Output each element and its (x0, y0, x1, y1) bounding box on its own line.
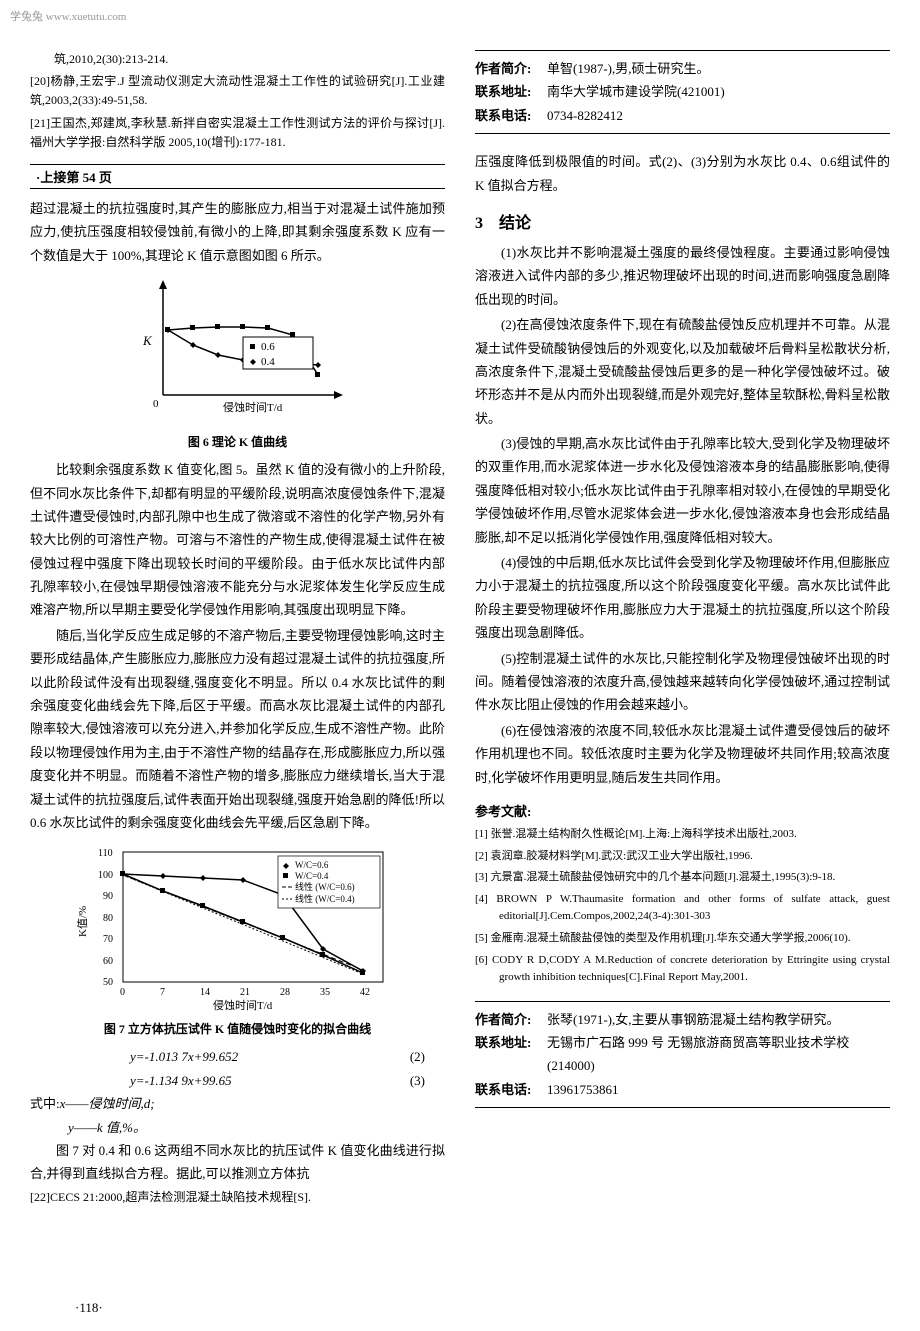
author-info-box-2: 作者简介: 张琴(1971-),女,主要从事钢筋混凝土结构教学研究。 联系地址:… (475, 1001, 890, 1109)
svg-text:0.6: 0.6 (261, 341, 275, 353)
author-info-box-1: 作者简介: 单智(1987-),男,硕士研究生。 联系地址: 南华大学城市建设学… (475, 50, 890, 134)
author-addr-label: 联系地址: (475, 80, 547, 103)
paragraph: 比较剩余强度系数 K 值变化,图 5。虽然 K 值的没有微小的上升阶段,但不同水… (30, 458, 445, 622)
svg-text:W/C=0.6: W/C=0.6 (295, 860, 329, 870)
chart-7-caption: 图 7 立方体抗压试件 K 值随侵蚀时变化的拟合曲线 (30, 1020, 445, 1037)
page-number: ·118· (75, 1300, 103, 1316)
section-3-heading: 3 结论 (475, 209, 890, 233)
svg-text:110: 110 (98, 848, 113, 859)
var-prefix: 式中: (30, 1096, 60, 1111)
conclusion-2: (2)在高侵蚀浓度条件下,现在有硫酸盐侵蚀反应机理并不可靠。从混凝土试件受硫酸钠… (475, 313, 890, 430)
ref-text: CECS 21:2000,超声法检测混凝土缺陷技术规程[S]. (50, 1190, 311, 1204)
conclusion-3: (3)侵蚀的早期,高水灰比试件由于孔隙率比较大,受到化学及物理破坏的双重作用,而… (475, 432, 890, 549)
equation-text: y=-1.013 7x+99.652 (130, 1045, 238, 1068)
chart-6-caption: 图 6 理论 K 值曲线 (30, 433, 445, 450)
svg-text:42: 42 (360, 987, 370, 998)
conclusion-4: (4)侵蚀的中后期,低水灰比试件会受到化学及物理破坏作用,但膨胀应力小于混凝土的… (475, 551, 890, 645)
author-phone-label: 联系电话: (475, 104, 547, 127)
svg-text:K值/%: K值/% (76, 906, 89, 937)
author-phone-value: 0734-8282412 (547, 104, 890, 127)
paragraph: 压强度降低到极限值的时间。式(2)、(3)分别为水灰比 0.4、0.6组试件的 … (475, 150, 890, 197)
equation-number: (2) (410, 1045, 425, 1068)
svg-text:50: 50 (103, 977, 113, 988)
svg-text:0: 0 (153, 398, 159, 410)
svg-text:侵蚀时间T/d: 侵蚀时间T/d (223, 400, 283, 414)
continued-from-label: ·上接第 54 页 (30, 164, 445, 189)
reference-item: [6] CODY R D,CODY A M.Reduction of concr… (475, 952, 890, 987)
svg-text:线性 (W/C=0.4): 线性 (W/C=0.4) (295, 893, 355, 904)
ref-num: [20] (30, 74, 50, 88)
ref-num: [21] (30, 116, 50, 130)
svg-text:90: 90 (103, 891, 113, 902)
author-intro-value: 单智(1987-),男,硕士研究生。 (547, 57, 890, 80)
reference-item: [2] 袁润章.胶凝材料学[M].武汉:武汉工业大学出版社,1996. (475, 848, 890, 866)
variable-definitions: 式中:x——侵蚀时间,d; (30, 1092, 445, 1115)
var-x: x——侵蚀时间,d; (60, 1096, 155, 1111)
paragraph: 随后,当化学反应生成足够的不溶产物后,主要受物理侵蚀影响,这时主要形成结晶体,产… (30, 624, 445, 835)
paragraph: 图 7 对 0.4 和 0.6 这两组不同水灰比的抗压试件 K 值变化曲线进行拟… (30, 1139, 445, 1186)
svg-text:70: 70 (103, 934, 113, 945)
paragraph: 超过混凝土的抗拉强度时,其产生的膨胀应力,相当于对混凝土试件施加预应力,使抗压强… (30, 197, 445, 267)
author-intro-value: 张琴(1971-),女,主要从事钢筋混凝土结构教学研究。 (547, 1008, 890, 1031)
ref-text: 王国杰,郑建岚,李秋慧.新拌自密实混凝土工作性测试方法的评价与探讨[J].福州大… (30, 116, 445, 149)
svg-text:侵蚀时间T/d: 侵蚀时间T/d (213, 998, 273, 1012)
author-addr-value: 南华大学城市建设学院(421001) (547, 80, 890, 103)
svg-text:28: 28 (280, 987, 290, 998)
equation-text: y=-1.134 9x+99.65 (130, 1069, 232, 1092)
svg-text:60: 60 (103, 956, 113, 967)
reference-item: [1] 张誉.混凝土结构耐久性概论[M].上海:上海科学技术出版社,2003. (475, 826, 890, 844)
ref-text: 杨静,王宏宇.J 型流动仪测定大流动性混凝土工作性的试验研究[J].工业建筑,2… (30, 74, 445, 107)
ref-21: [21]王国杰,郑建岚,李秋慧.新拌自密实混凝土工作性测试方法的评价与探讨[J]… (30, 114, 445, 152)
svg-text:0: 0 (120, 987, 125, 998)
chart-7: 50 60 70 80 90 100 110 0 7 14 21 28 35 4… (30, 842, 445, 1037)
svg-text:W/C=0.4: W/C=0.4 (295, 871, 329, 881)
variable-y: y——k 值,%。 (30, 1116, 445, 1139)
conclusion-1: (1)水灰比并不影响混凝土强度的最终侵蚀程度。主要通过影响侵蚀溶液进入试件内部的… (475, 241, 890, 311)
ref-text: 筑,2010,2(30):213-214. (30, 50, 445, 69)
author-phone-label: 联系电话: (475, 1078, 547, 1101)
svg-text:0.4: 0.4 (261, 356, 275, 368)
ref-continuation: 筑,2010,2(30):213-214. (30, 50, 445, 69)
ref-20: [20]杨静,王宏宇.J 型流动仪测定大流动性混凝土工作性的试验研究[J].工业… (30, 72, 445, 110)
author-phone-value: 13961753861 (547, 1078, 890, 1101)
svg-text:14: 14 (200, 987, 210, 998)
ref-num: [22] (30, 1190, 50, 1204)
svg-text:7: 7 (160, 987, 165, 998)
svg-text:线性 (W/C=0.6): 线性 (W/C=0.6) (295, 881, 355, 892)
chart-6: K 0 侵蚀时间T/d 0.6 0.4 (30, 275, 445, 450)
reference-item: [5] 金雁南.混凝土硫酸盐侵蚀的类型及作用机理[J].华东交通大学学报,200… (475, 930, 890, 948)
author-addr-value: 无锡市广石路 999 号 无锡旅游商贸高等职业技术学校(214000) (547, 1031, 890, 1078)
svg-text:80: 80 (103, 913, 113, 924)
svg-text:K: K (142, 333, 153, 348)
ref-22: [22]CECS 21:2000,超声法检测混凝土缺陷技术规程[S]. (30, 1188, 445, 1207)
conclusion-5: (5)控制混凝土试件的水灰比,只能控制化学及物理侵蚀破坏出现的时间。随着侵蚀溶液… (475, 647, 890, 717)
author-intro-label: 作者简介: (475, 57, 547, 80)
equation-number: (3) (410, 1069, 425, 1092)
author-intro-label: 作者简介: (475, 1008, 547, 1031)
reference-item: [3] 亢景富.混凝土硫酸盐侵蚀研究中的几个基本问题[J].混凝土,1995(3… (475, 869, 890, 887)
svg-text:100: 100 (98, 870, 113, 881)
equation-3: y=-1.134 9x+99.65 (3) (30, 1069, 445, 1092)
reference-item: [4] BROWN P W.Thaumasite formation and o… (475, 891, 890, 926)
author-addr-label: 联系地址: (475, 1031, 547, 1078)
conclusion-6: (6)在侵蚀溶液的浓度不同,较低水灰比混凝土试件遭受侵蚀后的破坏作用机理也不同。… (475, 719, 890, 789)
svg-text:35: 35 (320, 987, 330, 998)
equation-2: y=-1.013 7x+99.652 (2) (30, 1045, 445, 1068)
references-heading: 参考文献: (475, 801, 890, 820)
watermark-text: 学兔兔 www.xuetutu.com (10, 8, 126, 24)
var-y-text: y——k 值,%。 (68, 1120, 146, 1135)
svg-text:21: 21 (240, 987, 250, 998)
